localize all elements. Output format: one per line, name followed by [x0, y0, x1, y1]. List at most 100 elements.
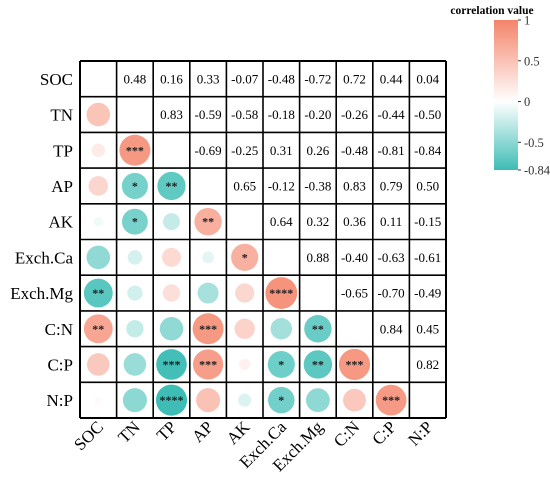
legend-tick-label: 0.5: [524, 54, 540, 68]
col-label-TP: TP: [153, 417, 180, 444]
value-label-TN-Exch.Ca: -0.18: [268, 107, 295, 122]
corr-circle-C:P-SOC: [87, 353, 110, 376]
row-label-SOC: SOC: [40, 70, 73, 89]
value-label-C:N-C:P: 0.84: [380, 321, 403, 336]
value-label-TN-C:P: -0.44: [378, 107, 406, 122]
significance-mark: ****: [269, 286, 293, 300]
corr-circle-C:N-AP: [192, 313, 224, 345]
value-label-AK-Exch.Ca: 0.64: [270, 214, 293, 229]
significance-mark: *: [278, 357, 284, 371]
value-label-SOC-Exch.Mg: -0.72: [304, 71, 331, 86]
value-label-TP-C:P: -0.81: [378, 143, 405, 158]
value-label-SOC-C:N: 0.72: [343, 71, 366, 86]
significance-mark: ***: [199, 322, 217, 336]
value-label-AP-N:P: 0.50: [416, 178, 439, 193]
corr-circle-N:P-AP: [196, 388, 221, 413]
row-label-Exch.Ca: Exch.Ca: [15, 248, 74, 267]
col-label-AP: AP: [188, 417, 217, 446]
row-label-Exch.Mg: Exch.Mg: [10, 284, 73, 303]
value-label-Exch.Mg-N:P: -0.49: [414, 286, 441, 301]
value-label-Exch.Mg-C:N: -0.65: [341, 286, 368, 301]
significance-mark: *: [278, 393, 284, 407]
corr-circle-Exch.Ca-TN: [127, 250, 143, 265]
corr-circle-AP-TN: [121, 172, 148, 200]
corr-circle-Exch.Mg-Exch.Ca: [265, 277, 298, 309]
col-label-C:P: C:P: [368, 417, 399, 448]
legend-tick-label: -0.84: [524, 164, 550, 178]
corr-circle-AK-TP: [163, 213, 180, 231]
legend-title: correlation value: [450, 5, 533, 17]
legend-tick-label: 1: [524, 14, 530, 28]
corr-circle-N:P-Exch.Mg: [306, 388, 330, 413]
row-label-TN: TN: [50, 106, 73, 125]
corr-circle-C:N-TN: [126, 320, 144, 338]
row-label-N:P: N:P: [47, 391, 73, 410]
value-label-TP-AK: -0.25: [231, 143, 258, 158]
value-label-SOC-N:P: 0.04: [416, 71, 439, 86]
value-label-C:P-N:P: 0.82: [416, 357, 439, 372]
value-label-AP-Exch.Ca: -0.12: [268, 178, 295, 193]
corr-circle-Exch.Mg-SOC: [83, 278, 113, 308]
significance-mark: **: [312, 357, 324, 371]
significance-mark: **: [166, 179, 178, 193]
corr-circle-AK-TN: [121, 208, 148, 235]
value-label-SOC-AK: -0.07: [231, 71, 259, 86]
value-label-TP-AP: -0.69: [195, 143, 222, 158]
col-label-C:N: C:N: [330, 417, 363, 450]
significance-mark: ***: [382, 393, 400, 407]
corr-circle-AK-SOC: [93, 217, 103, 227]
corr-circle-N:P-SOC: [94, 396, 102, 404]
value-label-AK-C:P: 0.11: [380, 214, 402, 229]
corr-circle-C:N-TP: [159, 316, 184, 341]
row-label-TP: TP: [53, 141, 73, 160]
value-label-Exch.Ca-Exch.Mg: 0.88: [307, 250, 330, 265]
value-label-TN-N:P: -0.50: [414, 107, 441, 122]
col-label-N:P: N:P: [404, 417, 436, 449]
corr-circle-C:N-Exch.Ca: [270, 317, 293, 340]
corr-circle-AP-SOC: [88, 176, 109, 196]
value-label-Exch.Ca-C:N: -0.40: [341, 250, 368, 265]
value-label-TN-TP: 0.83: [160, 107, 183, 122]
corr-circle-TP-SOC: [91, 143, 106, 158]
value-label-AP-AK: 0.65: [233, 178, 256, 193]
matrix-cells: 0.48 0.16 0.33 -0.07 -0.48 -0.72 0.72 0.44 0.04 0…: [83, 71, 442, 416]
corr-circle-C:N-Exch.Mg: [304, 315, 332, 343]
row-label-AP: AP: [51, 177, 73, 196]
significance-mark: ***: [163, 357, 181, 371]
col-label-SOC: SOC: [70, 417, 107, 454]
value-label-AP-C:P: 0.79: [380, 178, 403, 193]
value-label-SOC-TN: 0.48: [124, 71, 147, 86]
value-label-Exch.Ca-N:P: -0.61: [414, 250, 441, 265]
row-label-AK: AK: [48, 213, 73, 232]
significance-mark: *: [132, 179, 138, 193]
corr-circle-AP-TP: [157, 171, 186, 201]
corr-circle-C:P-TP: [156, 349, 187, 380]
corr-circle-N:P-Exch.Ca: [268, 386, 295, 414]
significance-mark: *: [242, 250, 248, 264]
corr-circle-N:P-AK: [238, 393, 252, 407]
corr-circle-Exch.Ca-SOC: [86, 245, 111, 270]
legend-tick-label: 0: [524, 95, 530, 109]
corr-circle-N:P-C:N: [343, 388, 366, 412]
corr-circle-Exch.Mg-AK: [235, 283, 255, 303]
value-label-TN-Exch.Mg: -0.20: [304, 107, 331, 122]
corr-circle-N:P-TN: [122, 388, 147, 413]
legend-color-bar: [494, 20, 518, 170]
value-label-AK-N:P: -0.15: [414, 214, 441, 229]
value-label-SOC-C:P: 0.44: [380, 71, 403, 86]
significance-mark: ***: [199, 357, 217, 371]
corr-circle-C:P-AK: [239, 358, 251, 371]
significance-mark: *: [132, 215, 138, 229]
significance-mark: **: [92, 286, 104, 300]
corr-circle-Exch.Ca-AP: [202, 251, 214, 264]
corr-circle-TN-SOC: [86, 102, 111, 127]
corr-circle-TP-TN: [119, 134, 151, 166]
corr-circle-C:P-AP: [192, 349, 224, 380]
corr-circle-AK-AP: [194, 207, 222, 236]
matrix-grid: [79, 60, 447, 419]
value-label-TN-C:N: -0.26: [341, 107, 369, 122]
value-label-C:N-N:P: 0.45: [416, 321, 439, 336]
corr-circle-C:P-Exch.Mg: [303, 350, 333, 379]
value-label-SOC-Exch.Ca: -0.48: [268, 71, 295, 86]
